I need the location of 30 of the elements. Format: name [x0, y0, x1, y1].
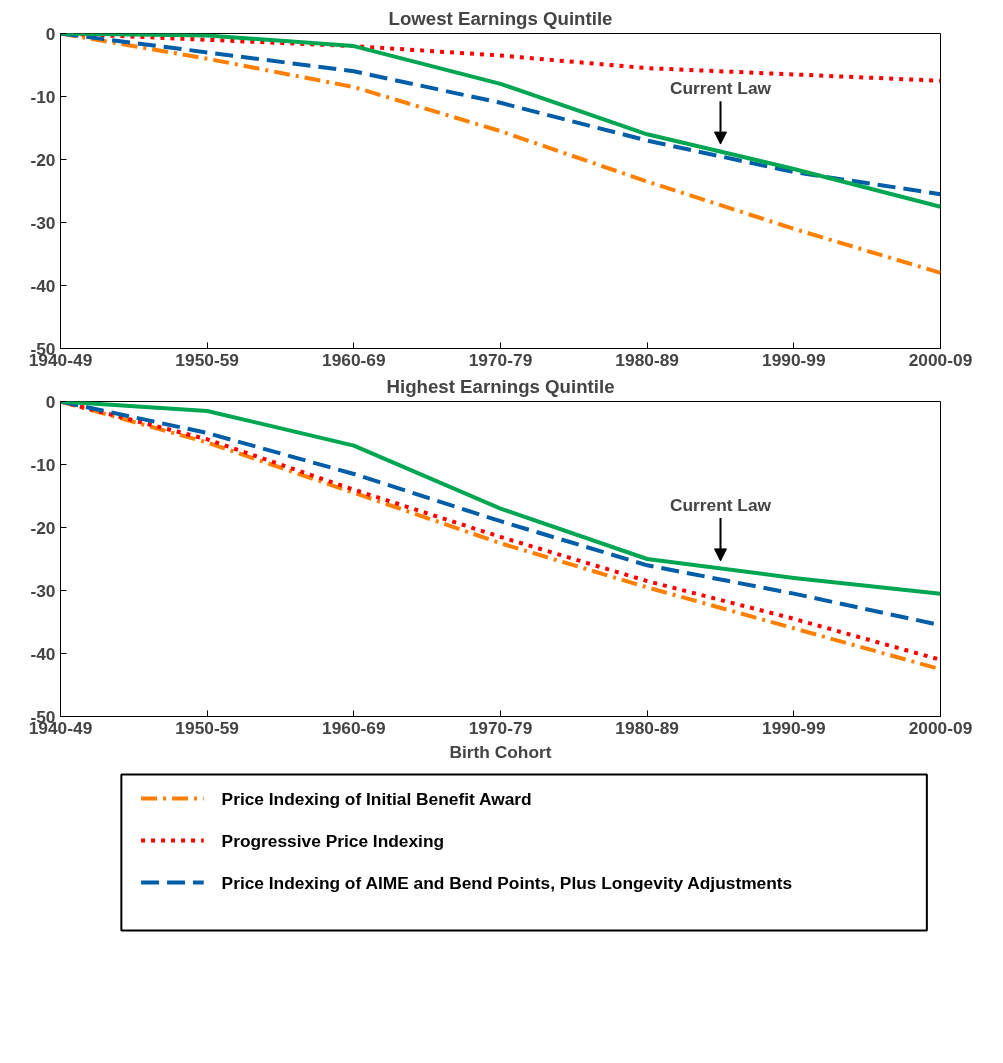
legend-label: Progressive Price Indexing: [221, 830, 445, 851]
x-tick-label: 1970-79: [468, 349, 533, 370]
legend-label: Price Indexing of Initial Benefit Award: [221, 788, 532, 809]
y-tick-label: -40: [30, 643, 56, 664]
x-tick-label: 2000-09: [908, 717, 973, 738]
x-tick-label: 1960-69: [322, 717, 386, 738]
annotation: Current Law: [669, 78, 772, 99]
y-tick-label: -30: [30, 580, 56, 601]
x-tick-label: 1990-99: [762, 717, 826, 738]
x-tick-label: 1950-59: [175, 717, 239, 738]
x-axis-title: Birth Cohort: [449, 741, 552, 762]
legend-label: Price Indexing of AIME and Bend Points, Plus Longevity Adjustments: [221, 872, 793, 893]
x-tick-label: 1980-89: [615, 349, 679, 370]
y-tick-label: -10: [30, 454, 56, 475]
y-tick-label: -30: [30, 212, 56, 233]
y-tick-label: 0: [45, 391, 56, 412]
chart-title: Lowest Earnings Quintile: [388, 7, 613, 29]
x-tick-label: 1970-79: [468, 717, 533, 738]
x-tick-label: 1980-89: [615, 717, 679, 738]
x-tick-label: 1960-69: [322, 349, 386, 370]
annotation: Current Law: [669, 494, 772, 515]
chart-title: Highest Earnings Quintile: [386, 375, 615, 397]
x-tick-label: 2000-09: [908, 349, 973, 370]
y-tick-label: -40: [30, 275, 56, 296]
y-tick-label: -10: [30, 86, 56, 107]
y-tick-label: -20: [30, 149, 56, 170]
x-tick-label: 1950-59: [175, 349, 239, 370]
x-tick-label: 1990-99: [762, 349, 826, 370]
y-tick-label: 0: [45, 23, 56, 44]
y-tick-label: -20: [30, 517, 56, 538]
